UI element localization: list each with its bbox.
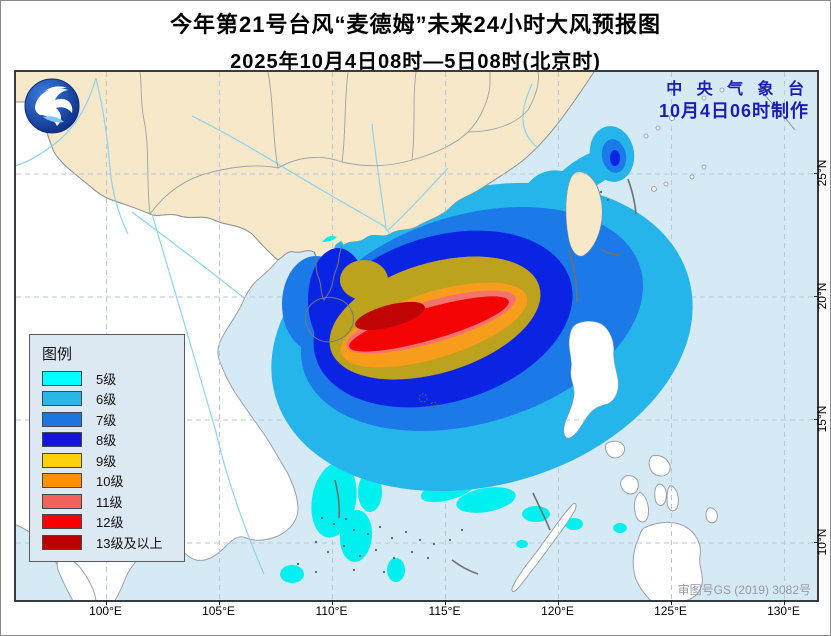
lon-tick	[670, 600, 672, 605]
legend-swatch	[42, 391, 82, 407]
lon-label: 120°E	[541, 604, 574, 618]
legend-label: 5级	[96, 371, 117, 387]
legend-label: 9级	[96, 453, 117, 469]
lon-tick	[557, 600, 559, 605]
wind-area-5级	[565, 518, 583, 530]
ryukyu-islands	[643, 81, 743, 192]
lon-label: 130°E	[767, 604, 800, 618]
legend-item: 11级	[30, 491, 184, 512]
wind-area-5级	[280, 565, 304, 583]
forecast-map: 中 央 气 象 台 10月4日06时制作 图例 5级 6级 7级 8级 9级 10级 11级…	[14, 70, 819, 602]
legend-label: 7级	[96, 412, 117, 428]
leizhou-outline	[313, 245, 343, 301]
lon-label: 100°E	[89, 604, 122, 618]
spratly-islands-dots	[296, 190, 610, 574]
agency-issue-time: 10月4日06时制作	[658, 101, 809, 121]
title-block: 今年第21号台风“麦德姆”未来24小时大风预报图 2025年10月4日08时—5…	[1, 7, 830, 74]
legend-swatch	[42, 370, 82, 386]
wind-area-5级	[306, 226, 338, 242]
lat-tick	[814, 296, 819, 297]
wind-area-8级	[610, 150, 620, 166]
agency-block: 中 央 气 象 台 10月4日06时制作	[659, 80, 809, 123]
lon-tick	[105, 600, 107, 605]
legend-swatch	[42, 411, 82, 427]
lon-tick	[218, 600, 220, 605]
boundary-line-ne	[757, 87, 796, 131]
lon-label: 110°E	[315, 604, 348, 618]
lon-tick	[444, 600, 446, 605]
lon-label: 105°E	[202, 604, 235, 618]
lat-tick	[814, 419, 819, 420]
legend-item: 6级	[30, 389, 184, 410]
legend-swatch	[42, 452, 82, 468]
wind-area-9级	[340, 260, 388, 300]
lon-label: 125°E	[654, 604, 687, 618]
legend-item: 13级及以上	[30, 532, 184, 553]
legend-swatch	[42, 514, 82, 530]
wind-area-5级	[522, 506, 550, 522]
wind-area-5级	[387, 558, 405, 582]
legend-item: 12级	[30, 512, 184, 533]
wind-area-12级	[349, 296, 509, 352]
page-title: 今年第21号台风“麦德姆”未来24小时大风预报图	[170, 12, 661, 37]
nine-dash-line	[334, 178, 637, 575]
paracel-islands	[418, 393, 438, 409]
wind-area-5级	[339, 510, 373, 562]
lat-tick	[814, 173, 819, 174]
legend-title: 图例	[42, 346, 73, 363]
legend-label: 13级及以上	[96, 535, 163, 551]
legend-item: 9级	[30, 450, 184, 471]
philippine-islands	[604, 440, 718, 600]
page-subtitle: 2025年10月4日08时—5日08时(北京时)	[230, 51, 601, 73]
legend-item: 8级	[30, 430, 184, 451]
forecast-map-svg	[16, 72, 817, 600]
map-license: 审图号GS (2019) 3082号	[677, 583, 811, 597]
province-borders	[139, 72, 539, 215]
lon-tick	[783, 600, 785, 605]
lon-tick	[331, 600, 333, 605]
lat-tick	[814, 542, 819, 543]
legend-items: 5级 6级 7级 8级 9级 10级 11级 12级 13级及以上	[30, 368, 184, 553]
legend-swatch	[42, 534, 82, 550]
agency-name: 中 央 气 象 台	[666, 81, 809, 98]
legend-swatch	[42, 473, 82, 489]
wind-area-7级	[536, 208, 576, 256]
wind-area-5级	[516, 540, 528, 548]
wind-field	[271, 126, 693, 583]
wind-area-13级及以上	[355, 301, 425, 331]
legend-item: 7级	[30, 409, 184, 430]
legend-item: 5级	[30, 368, 184, 389]
legend-label: 6级	[96, 392, 117, 408]
legend-label: 11级	[96, 494, 123, 510]
legend-label: 10级	[96, 474, 124, 490]
legend-swatch	[42, 493, 82, 509]
wind-area-5级	[613, 523, 627, 533]
legend-swatch	[42, 432, 82, 448]
lon-label: 115°E	[428, 604, 461, 618]
wind-area-5级	[456, 487, 516, 513]
cma-logo	[24, 78, 80, 134]
overlays	[296, 81, 796, 575]
legend-label: 12级	[96, 515, 124, 531]
legend-item: 10级	[30, 471, 184, 492]
legend: 图例 5级 6级 7级 8级 9级 10级 11级 12级 13级及以上	[29, 334, 185, 562]
legend-label: 8级	[96, 433, 117, 449]
